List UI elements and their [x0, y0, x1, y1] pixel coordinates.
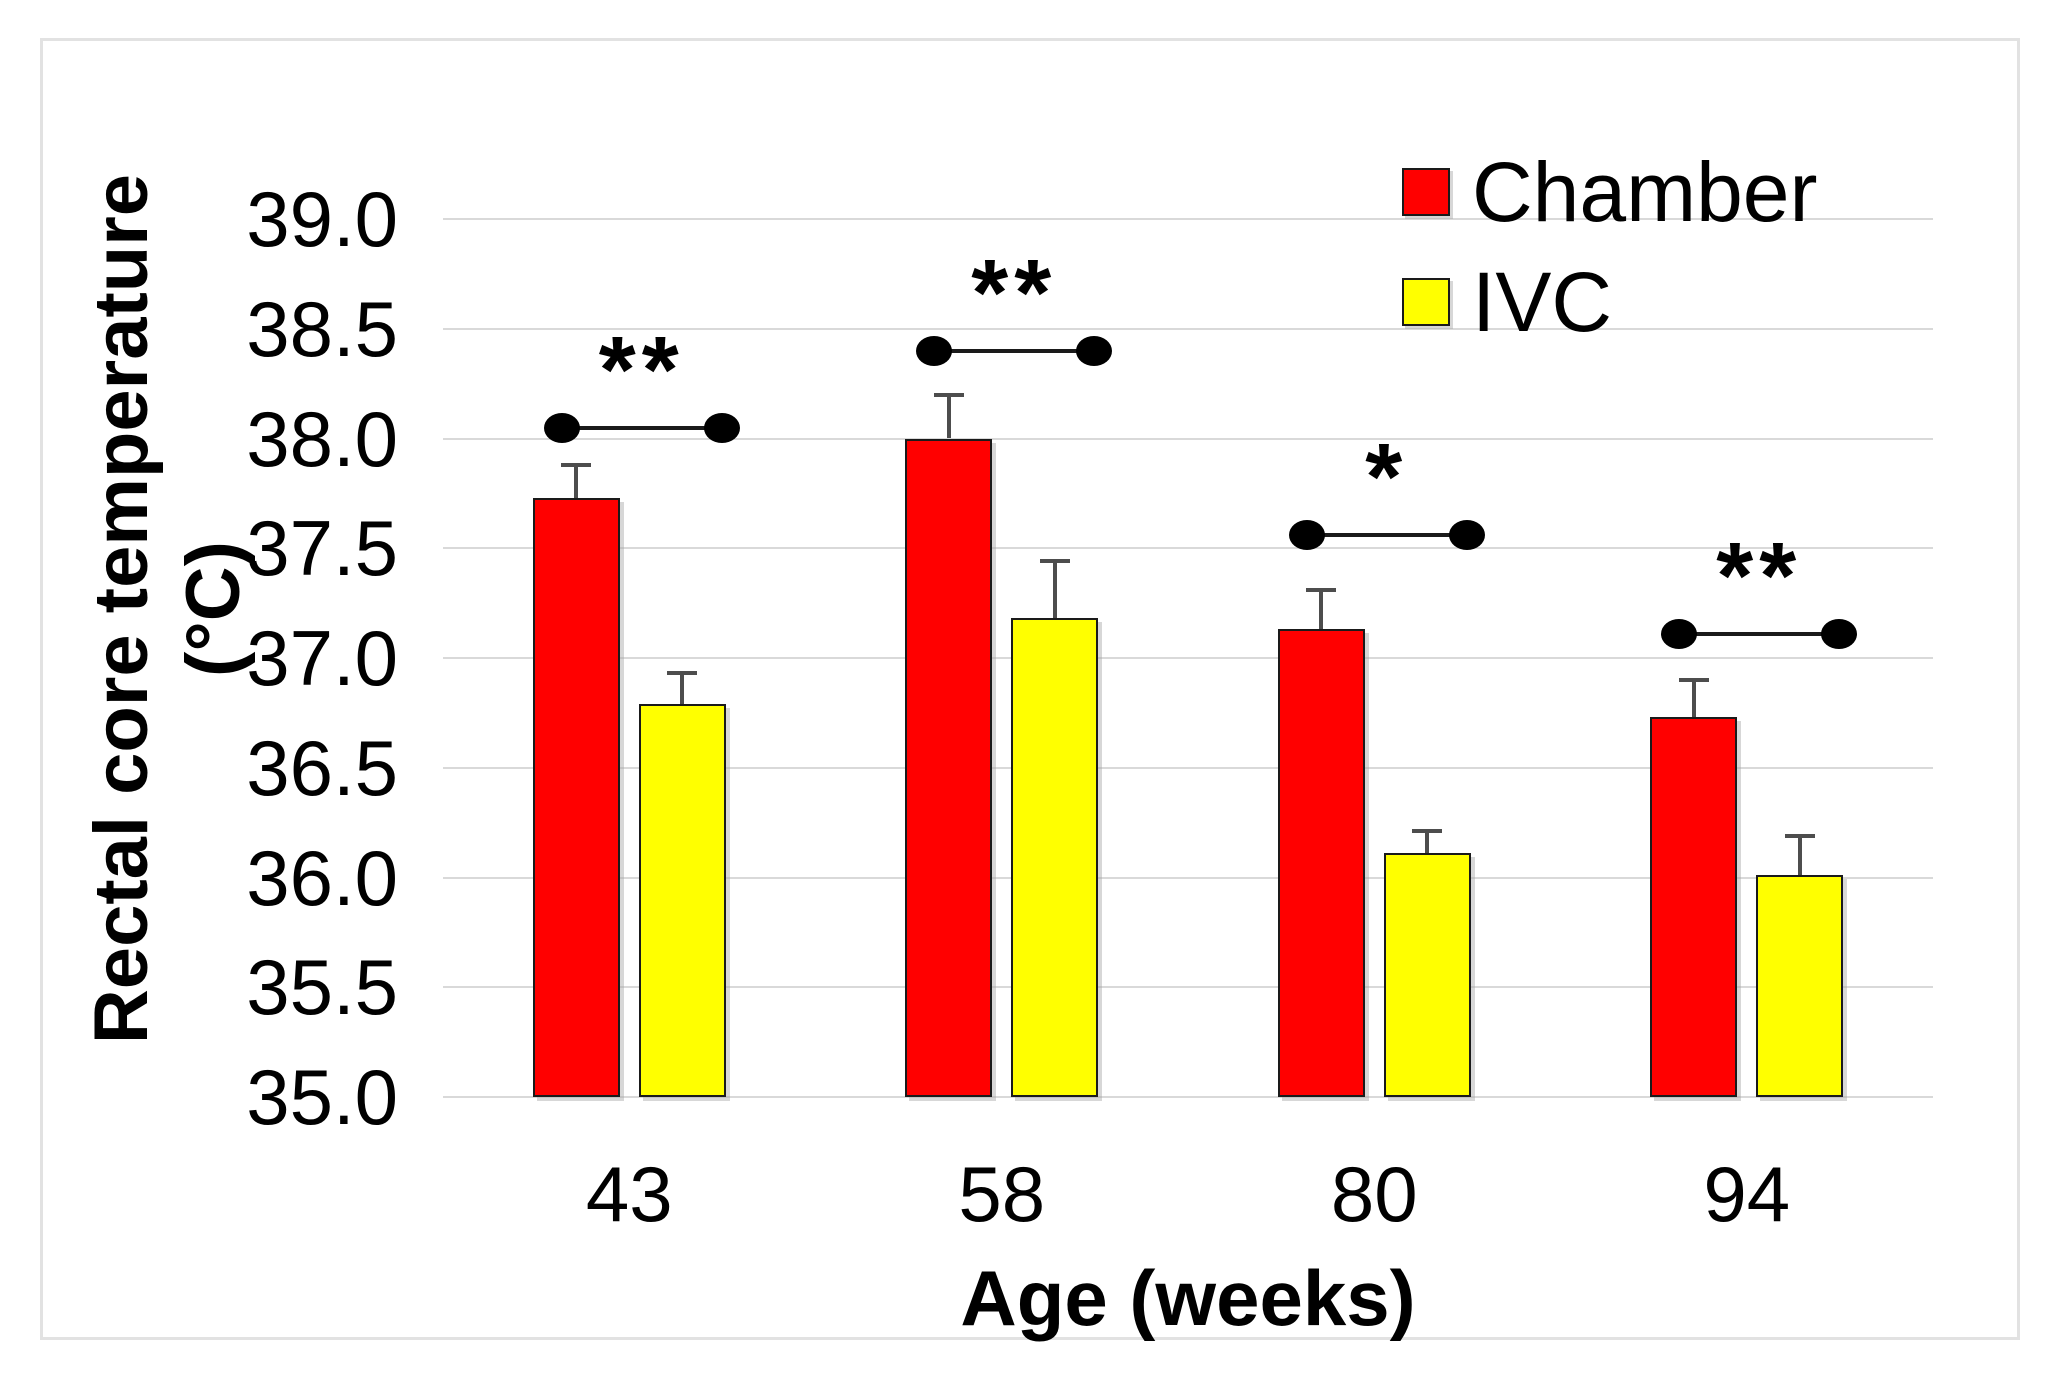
y-tick-label-39.0: 39.0	[246, 175, 398, 263]
bar-ivc-43	[638, 704, 726, 1097]
bar-chamber-43	[532, 497, 620, 1097]
y-tick-label-36.5: 36.5	[246, 723, 398, 812]
error-bar-cap-chamber-58	[933, 392, 964, 397]
bar-ivc-80	[1383, 853, 1471, 1097]
x-category-label-58: 58	[958, 1150, 1046, 1238]
error-bar-cap-ivc-58	[1039, 559, 1070, 564]
significance-dot-94-left	[1661, 618, 1698, 649]
y-tick-label-35.0: 35.0	[246, 1053, 398, 1141]
y-tick-label-36.0: 36.0	[246, 833, 398, 922]
gridline-35.5	[443, 986, 1933, 989]
significance-dot-80-left	[1288, 520, 1325, 551]
error-bar-cap-chamber-80	[1306, 587, 1337, 592]
significance-label-43: **	[598, 316, 685, 423]
legend-label-ivc: IVC	[1472, 255, 1613, 349]
significance-dot-43-left	[543, 412, 580, 443]
gridline-36.5	[443, 766, 1933, 769]
y-tick-label-35.5: 35.5	[246, 943, 398, 1032]
gridline-35.0	[443, 1096, 1933, 1098]
error-bar-whisker-ivc-80	[1425, 831, 1430, 854]
gridline-38.0	[443, 437, 1933, 440]
legend-swatch-ivc	[1402, 278, 1450, 326]
error-bar-cap-chamber-94	[1678, 677, 1709, 682]
significance-dot-58-left	[916, 335, 953, 366]
error-bar-cap-ivc-80	[1412, 829, 1443, 834]
y-tick-label-37.0: 37.0	[246, 614, 398, 702]
significance-label-58: **	[971, 239, 1058, 346]
error-bar-cap-chamber-43	[561, 462, 592, 467]
significance-line-58	[934, 348, 1095, 353]
x-category-label-94: 94	[1703, 1150, 1791, 1238]
plot-area: ** ** * **	[443, 218, 1933, 1098]
gridline-37.0	[443, 657, 1933, 659]
error-bar-whisker-ivc-43	[680, 673, 685, 705]
bar-chamber-58	[905, 438, 993, 1097]
y-tick-label-37.5: 37.5	[246, 504, 398, 593]
significance-line-94	[1679, 631, 1840, 636]
significance-line-43	[561, 425, 722, 430]
significance-dot-80-right	[1448, 520, 1485, 551]
significance-label-80: *	[1365, 424, 1409, 531]
x-axis-title: Age (weeks)	[960, 1254, 1416, 1342]
error-bar-whisker-ivc-58	[1052, 561, 1057, 619]
x-category-label-43: 43	[585, 1150, 673, 1238]
error-bar-whisker-chamber-94	[1691, 679, 1696, 718]
y-tick-label-38.5: 38.5	[246, 284, 398, 373]
error-bar-whisker-chamber-80	[1319, 589, 1324, 630]
gridline-38.5	[443, 327, 1933, 330]
significance-dot-58-right	[1076, 335, 1113, 366]
significance-line-80	[1306, 533, 1467, 538]
significance-label-94: **	[1716, 522, 1803, 629]
significance-dot-94-right	[1821, 618, 1858, 649]
error-bar-cap-ivc-43	[667, 671, 698, 676]
bar-chamber-80	[1277, 629, 1365, 1097]
error-bar-whisker-ivc-94	[1797, 835, 1802, 876]
gridline-37.5	[443, 547, 1933, 550]
bar-ivc-58	[1011, 618, 1099, 1097]
error-bar-whisker-chamber-43	[574, 464, 579, 498]
error-bar-cap-ivc-94	[1784, 833, 1815, 838]
bar-ivc-94	[1756, 875, 1844, 1097]
error-bar-whisker-chamber-58	[946, 394, 951, 439]
y-tick-label-38.0: 38.0	[246, 394, 398, 483]
legend-label-chamber: Chamber	[1472, 145, 1818, 239]
significance-dot-43-right	[703, 412, 740, 443]
gridline-39.0	[443, 218, 1933, 220]
legend-swatch-chamber	[1402, 168, 1450, 216]
bar-chamber-94	[1650, 717, 1738, 1097]
x-category-label-80: 80	[1330, 1150, 1418, 1238]
gridline-36.0	[443, 876, 1933, 879]
